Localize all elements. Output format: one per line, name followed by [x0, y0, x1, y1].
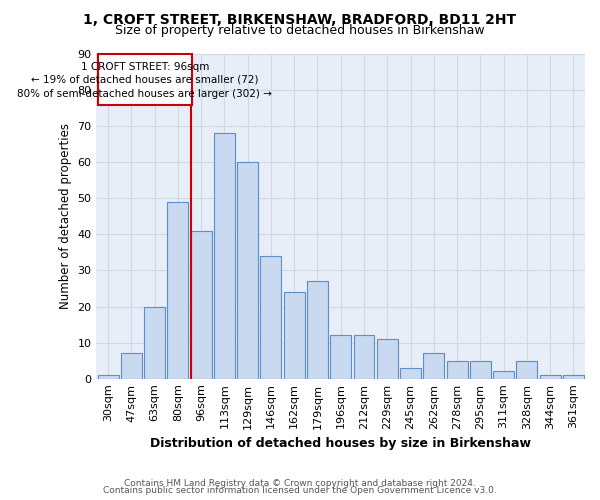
Bar: [470, 360, 491, 378]
Bar: [121, 354, 142, 378]
Text: 80% of semi-detached houses are larger (302) →: 80% of semi-detached houses are larger (…: [17, 88, 272, 99]
Bar: [167, 202, 188, 378]
Bar: [517, 360, 538, 378]
Y-axis label: Number of detached properties: Number of detached properties: [59, 124, 72, 310]
Bar: [353, 336, 374, 378]
Text: 1 CROFT STREET: 96sqm: 1 CROFT STREET: 96sqm: [80, 62, 209, 72]
Bar: [493, 372, 514, 378]
Bar: [330, 336, 351, 378]
Bar: [98, 375, 119, 378]
Bar: [191, 231, 212, 378]
Bar: [446, 360, 467, 378]
Bar: [237, 162, 258, 378]
Bar: [284, 292, 305, 378]
Bar: [400, 368, 421, 378]
FancyBboxPatch shape: [98, 54, 192, 104]
Bar: [260, 256, 281, 378]
Bar: [307, 282, 328, 378]
Bar: [424, 354, 444, 378]
Text: Contains HM Land Registry data © Crown copyright and database right 2024.: Contains HM Land Registry data © Crown c…: [124, 478, 476, 488]
Bar: [563, 375, 584, 378]
Text: 1, CROFT STREET, BIRKENSHAW, BRADFORD, BD11 2HT: 1, CROFT STREET, BIRKENSHAW, BRADFORD, B…: [83, 12, 517, 26]
Bar: [144, 306, 165, 378]
Bar: [377, 339, 398, 378]
Text: ← 19% of detached houses are smaller (72): ← 19% of detached houses are smaller (72…: [31, 74, 259, 85]
Text: Contains public sector information licensed under the Open Government Licence v3: Contains public sector information licen…: [103, 486, 497, 495]
X-axis label: Distribution of detached houses by size in Birkenshaw: Distribution of detached houses by size …: [150, 437, 531, 450]
Bar: [539, 375, 560, 378]
Text: Size of property relative to detached houses in Birkenshaw: Size of property relative to detached ho…: [115, 24, 485, 37]
Bar: [214, 134, 235, 378]
